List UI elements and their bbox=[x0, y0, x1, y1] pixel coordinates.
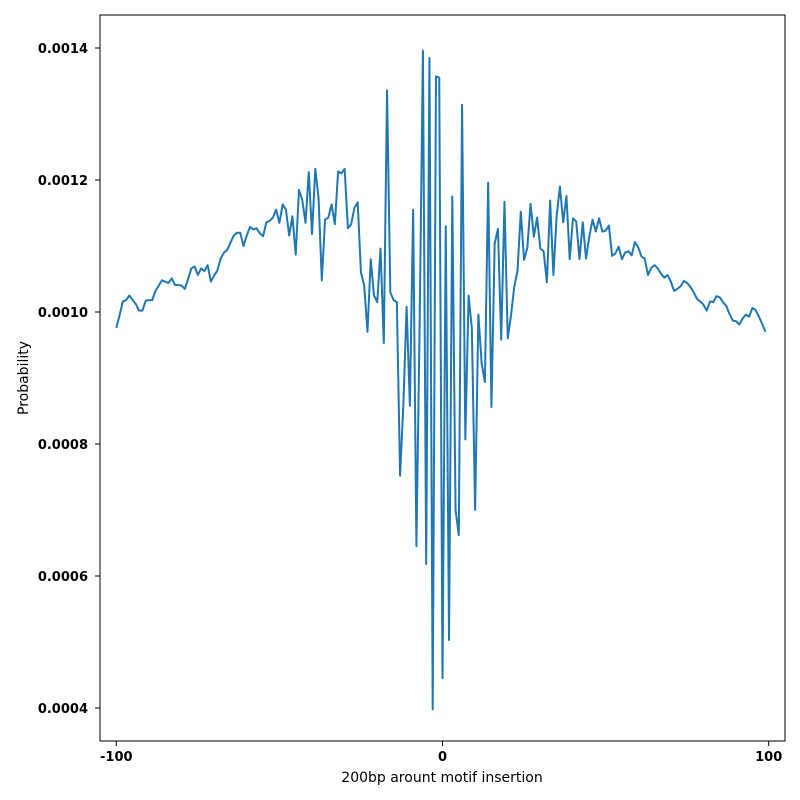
x-axis-label: 200bp arount motif insertion bbox=[341, 770, 542, 786]
y-tick-label: 0.0004 bbox=[38, 702, 88, 717]
y-tick-label: 0.0006 bbox=[38, 570, 88, 585]
y-axis-label: Probability bbox=[16, 341, 32, 415]
y-tick-label: 0.0008 bbox=[38, 438, 88, 453]
x-tick-label: 0 bbox=[438, 750, 447, 765]
x-axis-ticks: -100 0 100 bbox=[100, 741, 782, 765]
y-tick-label: 0.0014 bbox=[38, 42, 88, 57]
plot-area bbox=[115, 49, 767, 711]
y-axis-ticks: 0.0004 0.0006 0.0008 0.0010 0.0012 0.0014 bbox=[38, 42, 100, 717]
y-tick-label: 0.0012 bbox=[38, 174, 88, 189]
series-line bbox=[115, 49, 767, 711]
y-tick-label: 0.0010 bbox=[38, 306, 88, 321]
x-tick-label: 100 bbox=[755, 750, 782, 765]
x-tick-label: -100 bbox=[100, 750, 133, 765]
